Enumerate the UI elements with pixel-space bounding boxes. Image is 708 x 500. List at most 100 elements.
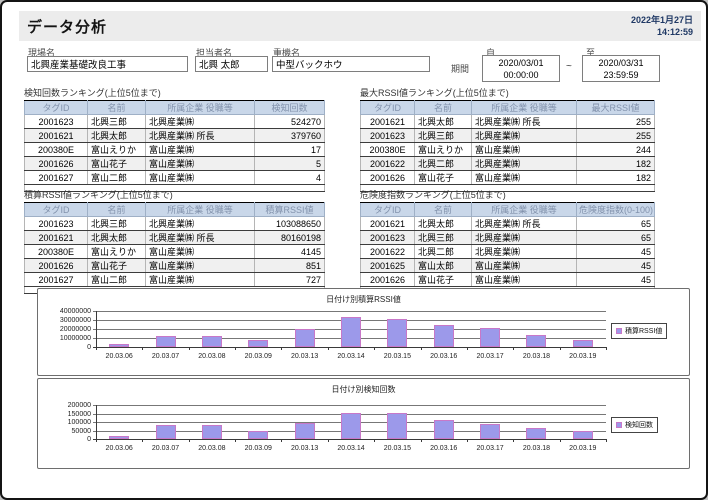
period-to-date: 2020/03/31 [598,58,644,68]
machine-name-label: 重機名 [273,48,301,58]
x-axis-tick [235,439,237,442]
x-axis-tick-label: 20.03.19 [569,353,597,360]
table-header-cell: 積算RSSI値 [254,202,325,217]
x-axis-tick-label: 20.03.14 [337,445,365,452]
table-cell: 851 [254,258,325,273]
table-cell: 富山産業㈱ [145,244,255,259]
table-cell: 北興太郎 [414,216,472,231]
rank-table-grid: タグID 名前 所属企業 役職等 危険度指数(0-100) 2001621 北興太郎 北興産… [360,202,655,294]
table-spacer-cell [360,184,655,192]
table-cell: 200380E [24,142,88,157]
y-axis-tick-label: 50000 [71,427,91,435]
table-header-cell: 所属企業 役職等 [145,100,255,115]
table-cell: 255 [576,114,655,129]
x-axis-tick [374,347,376,350]
x-axis-tick-label: 20.03.13 [291,445,319,452]
table-cell: 2001621 [360,114,415,129]
table-cell: 2001626 [360,170,415,185]
table-cell: 富山産業㈱ [471,142,577,157]
table-cell: 北興太郎 [414,114,472,129]
table-header-cell: 危険度指数(0-100) [576,202,655,217]
x-axis-tick-label: 20.03.08 [198,353,226,360]
table-row: 2001627 富山二郎 富山産業㈱ 4 [24,170,325,185]
period-from-date: 2020/03/01 [498,58,544,68]
table-cell: 2001626 [24,258,88,273]
chart-bar [109,344,130,347]
period-separator: ~ [566,61,572,72]
x-axis-tick [96,439,97,442]
table-cell: 北興産業㈱ 所長 [471,114,577,129]
table-cell: 2001623 [24,216,88,231]
table-row: 2001622 北興二郎 北興産業㈱ 182 [360,156,655,171]
table-cell: 富山二郎 [87,170,146,185]
table-header-cell: タグID [360,202,415,217]
table-cell: 2001626 [360,272,415,287]
chart-bar [155,425,176,439]
chart-bar [387,413,408,439]
table-cell: 富山産業㈱ [145,272,255,287]
chart-bar [433,325,454,347]
x-axis-tick [606,347,607,350]
table-cell: 103088650 [254,216,325,231]
rank-table-section-detection-count: 検知回数ランキング(上位5位まで) タグID 名前 所属企業 役職等 検知回数 2001… [24,86,325,192]
chart-bar [480,424,501,439]
table-spacer-row [360,184,655,192]
x-axis-tick-label: 20.03.16 [430,353,458,360]
table-cell: 富山産業㈱ [471,272,577,287]
person-name-input[interactable] [195,56,268,72]
table-cell: 2001621 [24,230,88,245]
y-axis-tick-label: 10000000 [59,335,91,342]
table-cell: 富山えりか [87,244,146,259]
table-cell: 45 [576,272,655,287]
x-axis-tick [513,347,515,350]
table-cell: 北興三郎 [87,114,146,129]
table-header-cell: タグID [360,100,415,115]
period-from-box[interactable]: 2020/03/01 00:00:00 [482,55,560,82]
table-cell: 北興太郎 [87,230,146,245]
period-to-box[interactable]: 2020/03/31 23:59:59 [582,55,660,82]
table-spacer-cell [24,184,325,192]
chart-title: 日付け別検知回数 [331,385,396,394]
table-cell: 4145 [254,244,325,259]
chart-bar [294,423,315,439]
table-caption: 積算RSSI値ランキング(上位5位まで) [24,190,173,200]
rank-table: タグID 名前 所属企業 役職等 最大RSSI値 2001621 北興太郎 北興産業㈱ 所長… [360,100,655,192]
chart-bar [201,336,222,347]
table-row: 2001621 北興太郎 北興産業㈱ 所長 65 [360,216,655,231]
chart-bar [341,413,361,439]
table-row: 200380E 富山えりか 富山産業㈱ 17 [24,142,325,157]
table-cell: 524270 [254,114,325,129]
table-cell: 45 [576,258,655,273]
table-cell: 182 [576,170,655,185]
y-axis-tick-label: 20000000 [59,326,91,333]
x-axis-tick-label: 20.03.15 [383,445,411,452]
chart-bar [109,436,130,439]
machine-name-input[interactable] [272,56,430,72]
site-name-input[interactable] [27,56,188,72]
y-axis-tick-label: 200000 [67,402,91,409]
table-cell: 17 [254,142,325,157]
y-axis-tick-label: 100000 [67,419,91,426]
rank-table: タグID 名前 所属企業 役職等 検知回数 2001623 北興三郎 北興産業㈱ 524270… [24,100,325,192]
table-cell: 北興産業㈱ 所長 [145,230,255,245]
table-header-row: タグID 名前 所属企業 役職等 検知回数 [24,100,325,115]
page-title: データ分析 [27,18,108,36]
table-cell: 5 [254,156,325,171]
x-axis-tick [559,439,561,442]
table-row: 2001625 富山太郎 富山産業㈱ 45 [360,258,655,273]
x-axis-tick [142,439,144,442]
x-axis-tick-label: 20.03.14 [337,353,365,360]
x-axis-tick-label: 20.03.19 [569,445,597,452]
chart-bar [387,319,408,347]
x-axis-tick-label: 20.03.06 [105,353,133,360]
chart-total-rssi-by-date: 日付け別積算RSSI値 0 10000000 20000000 30000000 400… [37,288,690,376]
table-cell: 富山花子 [87,156,146,171]
x-axis-tick [327,439,329,442]
table-row: 2001621 北興太郎 北興産業㈱ 所長 255 [360,114,655,129]
y-axis-line [96,311,97,347]
table-header-cell: タグID [24,100,88,115]
table-cell: 727 [254,272,325,287]
table-cell: 2001621 [360,216,415,231]
rank-table: タグID 名前 所属企業 役職等 積算RSSI値 2001623 北興三郎 北興産業㈱ 103… [24,202,325,294]
table-cell: 北興産業㈱ 所長 [471,216,577,231]
